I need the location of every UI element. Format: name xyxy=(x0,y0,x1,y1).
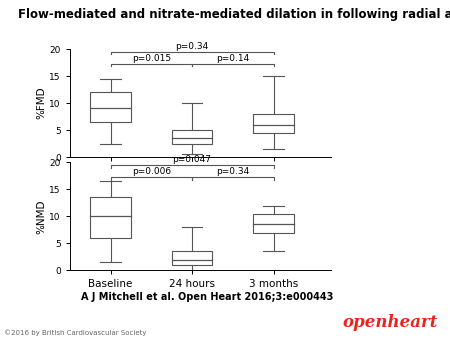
Text: p=0.34: p=0.34 xyxy=(176,42,209,51)
Bar xyxy=(253,214,294,233)
Y-axis label: %FMD: %FMD xyxy=(36,87,46,119)
Bar xyxy=(172,251,212,265)
Bar xyxy=(90,92,131,122)
Text: p=0.006: p=0.006 xyxy=(132,167,171,176)
Text: ©2016 by British Cardiovascular Society: ©2016 by British Cardiovascular Society xyxy=(4,330,147,336)
Bar xyxy=(90,197,131,238)
Text: p=0.34: p=0.34 xyxy=(216,167,249,176)
Text: openheart: openheart xyxy=(342,314,437,331)
Text: Flow-mediated and nitrate-mediated dilation in following radial artery catheteri: Flow-mediated and nitrate-mediated dilat… xyxy=(18,8,450,21)
Bar xyxy=(253,114,294,133)
Text: p=0.14: p=0.14 xyxy=(216,54,249,63)
Text: A J Mitchell et al. Open Heart 2016;3:e000443: A J Mitchell et al. Open Heart 2016;3:e0… xyxy=(81,292,333,303)
Bar xyxy=(172,130,212,144)
Text: p=0.015: p=0.015 xyxy=(132,54,171,63)
Text: p=0.047: p=0.047 xyxy=(173,155,212,164)
Y-axis label: %NMD: %NMD xyxy=(36,199,46,234)
